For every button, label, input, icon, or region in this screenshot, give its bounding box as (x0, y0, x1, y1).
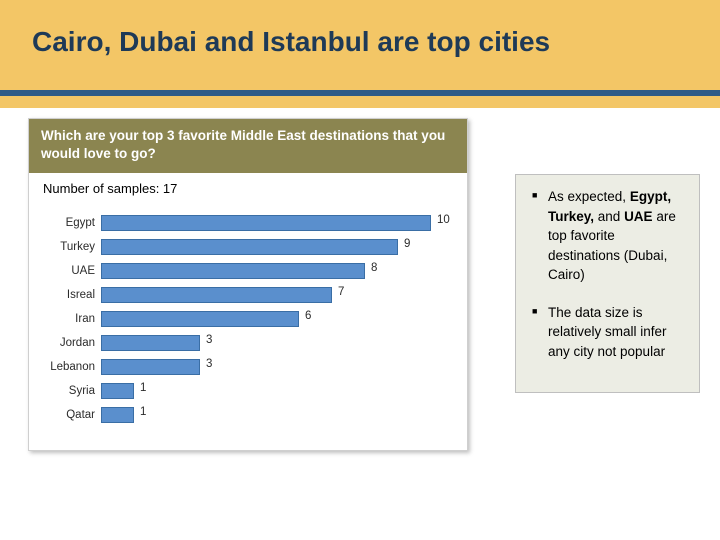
bar-track: 7 (101, 287, 453, 303)
chart-card: Which are your top 3 favorite Middle Eas… (28, 118, 468, 451)
bar-fill (101, 311, 299, 327)
content-area: Which are your top 3 favorite Middle Eas… (28, 118, 700, 510)
bar-row: Turkey 9 (43, 236, 453, 258)
bar-value: 1 (140, 382, 146, 394)
notes-item: The data size is relatively small infer … (532, 303, 687, 362)
bar-fill (101, 287, 332, 303)
bar-value: 1 (140, 406, 146, 418)
bar-fill (101, 215, 431, 231)
bar-fill (101, 335, 200, 351)
bar-track: 3 (101, 335, 453, 351)
bar-label: Jordan (43, 337, 101, 349)
bar-label: Egypt (43, 217, 101, 229)
bar-value: 6 (305, 310, 311, 322)
bar-label: Isreal (43, 289, 101, 301)
chart-body: Number of samples: 17 Egypt 10 Turkey 9 UAE 8… (29, 173, 467, 450)
bar-row: Syria 1 (43, 380, 453, 402)
bar-label: Turkey (43, 241, 101, 253)
bar-row: UAE 8 (43, 260, 453, 282)
bar-row: Iran 6 (43, 308, 453, 330)
bar-label: Syria (43, 385, 101, 397)
bar-label: UAE (43, 265, 101, 277)
chart-question: Which are your top 3 favorite Middle Eas… (29, 119, 467, 173)
bar-track: 6 (101, 311, 453, 327)
bar-label: Lebanon (43, 361, 101, 373)
title-underline (0, 90, 720, 96)
bar-row: Qatar 1 (43, 404, 453, 426)
bars-container: Egypt10Turkey9UAE8Isreal7Iran6Jordan3Leb… (43, 212, 453, 426)
notes-box: As expected, Egypt, Turkey, and UAE are … (515, 174, 700, 393)
page-title: Cairo, Dubai and Istanbul are top cities (32, 26, 550, 58)
bar-label: Iran (43, 313, 101, 325)
bar-row: Isreal 7 (43, 284, 453, 306)
bar-value: 3 (206, 358, 212, 370)
bar-fill (101, 359, 200, 375)
bar-row: Lebanon 3 (43, 356, 453, 378)
bar-row: Egypt 10 (43, 212, 453, 234)
samples-label: Number of samples: 17 (43, 181, 453, 196)
bar-value: 7 (338, 286, 344, 298)
bar-track: 3 (101, 359, 453, 375)
bar-track: 1 (101, 383, 453, 399)
bar-label: Qatar (43, 409, 101, 421)
bar-value: 8 (371, 262, 377, 274)
bar-track: 8 (101, 263, 453, 279)
notes-item: As expected, Egypt, Turkey, and UAE are … (532, 187, 687, 285)
bar-value: 3 (206, 334, 212, 346)
bar-fill (101, 263, 365, 279)
bar-track: 9 (101, 239, 453, 255)
bar-track: 10 (101, 215, 453, 231)
bar-value: 10 (437, 214, 450, 226)
bar-value: 9 (404, 238, 410, 250)
bar-fill (101, 239, 398, 255)
bar-track: 1 (101, 407, 453, 423)
bar-fill (101, 407, 134, 423)
slide: Cairo, Dubai and Istanbul are top cities… (0, 0, 720, 540)
bar-row: Jordan 3 (43, 332, 453, 354)
notes-list: As expected, Egypt, Turkey, and UAE are … (532, 187, 687, 362)
bar-fill (101, 383, 134, 399)
